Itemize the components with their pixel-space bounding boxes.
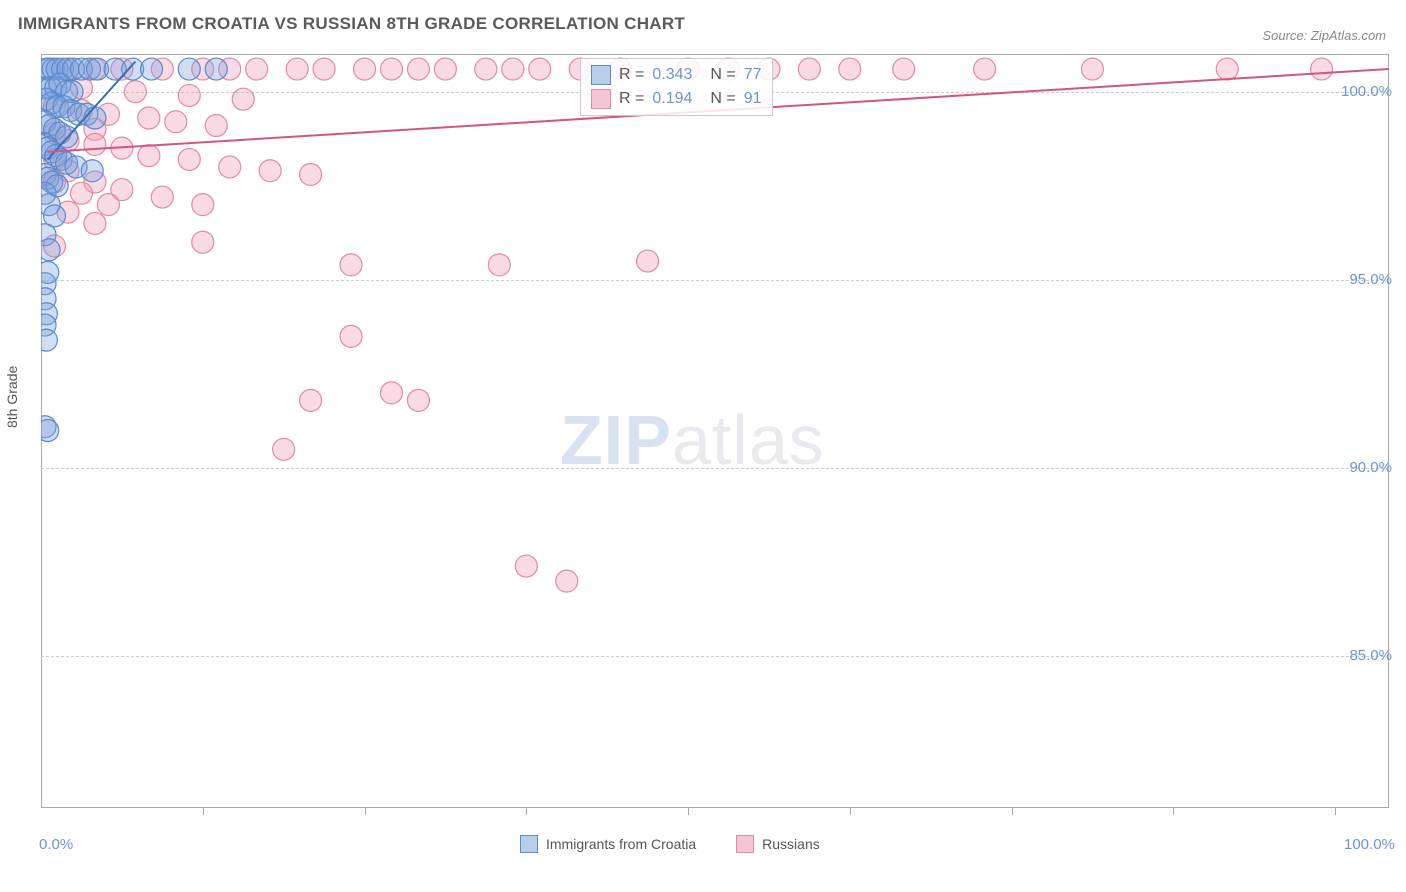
chart-title: IMMIGRANTS FROM CROATIA VS RUSSIAN 8TH G…: [18, 14, 685, 34]
stats-R-label: R =: [619, 66, 644, 84]
swatch-russians-icon: [591, 89, 611, 109]
stats-R-label: R =: [619, 90, 644, 108]
legend-label: Russians: [762, 836, 820, 852]
legend-item-russians: Russians: [736, 835, 820, 853]
y-axis-label: 8th Grade: [4, 366, 20, 428]
stats-row-russians: R = 0.194 N = 91: [591, 87, 762, 111]
stats-row-croatia: R = 0.343 N = 77: [591, 63, 762, 87]
legend-bottom: Immigrants from Croatia Russians: [520, 835, 820, 853]
stats-N-value: 91: [744, 90, 762, 108]
swatch-croatia-icon: [520, 835, 538, 853]
legend-label: Immigrants from Croatia: [546, 836, 696, 852]
stats-legend-box: R = 0.343 N = 77 R = 0.194 N = 91: [580, 58, 773, 116]
swatch-croatia-icon: [591, 65, 611, 85]
correlation-chart: IMMIGRANTS FROM CROATIA VS RUSSIAN 8TH G…: [0, 0, 1406, 892]
plot-border: [41, 807, 1389, 808]
swatch-russians-icon: [736, 835, 754, 853]
scatter-plot-svg: [41, 54, 1389, 807]
source-label: Source: ZipAtlas.com: [1262, 28, 1386, 43]
stats-N-label: N =: [710, 90, 735, 108]
stats-R-value: 0.343: [652, 66, 692, 84]
legend-item-croatia: Immigrants from Croatia: [520, 835, 696, 853]
stats-R-value: 0.194: [652, 90, 692, 108]
stats-N-label: N =: [710, 66, 735, 84]
stats-N-value: 77: [744, 66, 762, 84]
